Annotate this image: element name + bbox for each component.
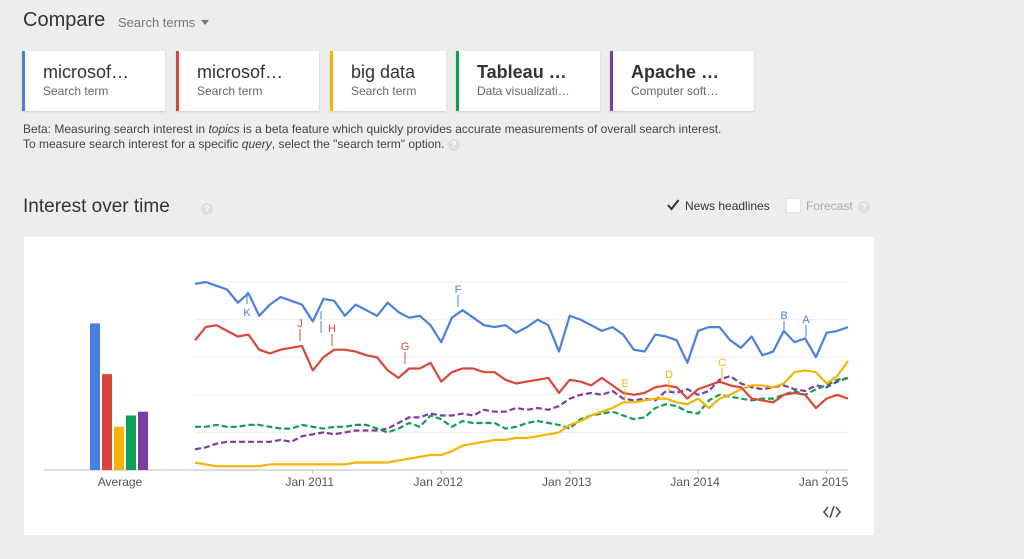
news-flag[interactable]: F bbox=[455, 284, 462, 296]
embed-icon[interactable] bbox=[822, 505, 842, 519]
series-line bbox=[194, 324, 849, 410]
option-label: News headlines bbox=[685, 199, 770, 213]
average-bar bbox=[102, 374, 112, 470]
series-line bbox=[194, 360, 849, 468]
search-terms-dropdown[interactable]: Search terms bbox=[118, 15, 209, 30]
news-flag[interactable]: C bbox=[718, 357, 726, 369]
term-title: Apache … bbox=[631, 62, 720, 82]
news-flag[interactable]: A bbox=[802, 314, 810, 326]
note-text: Beta: Measuring search interest in bbox=[23, 122, 209, 136]
chart-panel: Average Jan 2011 Jan 2012 Jan 2013 Jan 2014 J… bbox=[24, 237, 874, 535]
term-title: microsof… bbox=[43, 62, 130, 82]
term-card[interactable]: big data Search term bbox=[330, 51, 446, 111]
term-title: big data bbox=[351, 62, 416, 82]
section-title: Interest over time bbox=[23, 196, 170, 217]
series-line bbox=[194, 280, 849, 364]
x-tick-label: Jan 2012 bbox=[414, 475, 464, 489]
note-emph: topics bbox=[208, 122, 240, 136]
note-text: To measure search interest for a specifi… bbox=[23, 137, 242, 151]
term-card[interactable]: Apache … Computer soft… bbox=[610, 51, 754, 111]
average-bar bbox=[90, 323, 100, 470]
average-label: Average bbox=[98, 475, 143, 489]
compare-title: Compare bbox=[23, 9, 106, 31]
option: Forecast ? bbox=[786, 198, 871, 213]
term-subtitle: Search term bbox=[43, 84, 109, 98]
x-tick-label: Jan 2014 bbox=[670, 475, 720, 489]
note-text: , select the "search term" option. bbox=[271, 137, 445, 151]
note-text: is a beta feature which quickly provides… bbox=[239, 122, 722, 136]
term-card[interactable]: microsof… Search term bbox=[176, 51, 319, 111]
checkbox[interactable] bbox=[665, 198, 680, 213]
term-subtitle: Data visualizati… bbox=[477, 84, 570, 98]
help-icon[interactable]: ? bbox=[858, 200, 871, 213]
note-line: To measure search interest for a specifi… bbox=[23, 137, 721, 152]
term-card[interactable]: microsof… Search term bbox=[22, 51, 165, 111]
series-line bbox=[195, 376, 849, 434]
term-card[interactable]: Tableau … Data visualizati… bbox=[456, 51, 600, 111]
embed-glyph[interactable] bbox=[822, 505, 842, 519]
x-tick-label: Jan 2013 bbox=[542, 475, 592, 489]
term-subtitle: Computer soft… bbox=[631, 84, 719, 98]
average-bar bbox=[138, 411, 148, 470]
chart: Average Jan 2011 Jan 2012 Jan 2013 Jan 2014 J… bbox=[44, 280, 849, 519]
term-subtitle: Search term bbox=[351, 84, 417, 98]
average-bar bbox=[126, 415, 136, 470]
term-subtitle: Search term bbox=[197, 84, 263, 98]
check-glyph bbox=[667, 199, 680, 211]
term-title: Tableau … bbox=[477, 62, 567, 82]
option-label: Forecast bbox=[806, 199, 853, 213]
news-flag[interactable]: J bbox=[297, 318, 303, 330]
option: News headlines bbox=[665, 198, 770, 213]
x-tick-label: Jan 2011 bbox=[286, 475, 335, 489]
news-flag[interactable]: D bbox=[665, 369, 673, 381]
news-flag[interactable]: B bbox=[780, 310, 787, 322]
checkbox[interactable] bbox=[786, 198, 801, 213]
note-line: Beta: Measuring search interest in topic… bbox=[23, 122, 721, 137]
news-flag[interactable]: E bbox=[621, 378, 628, 390]
help-icon[interactable]: ? bbox=[447, 138, 460, 151]
beta-note: Beta: Measuring search interest in topic… bbox=[23, 122, 721, 152]
x-tick-label: Jan 2015 bbox=[799, 475, 849, 489]
average-bar bbox=[114, 426, 124, 470]
news-flag[interactable]: I bbox=[319, 310, 322, 322]
news-flag[interactable]: G bbox=[401, 341, 410, 353]
news-flag[interactable]: H bbox=[328, 323, 336, 335]
series-line bbox=[194, 374, 849, 451]
term-title: microsof… bbox=[197, 62, 284, 82]
help-icon[interactable]: ? bbox=[201, 203, 213, 215]
news-flag[interactable]: K bbox=[243, 307, 251, 319]
check-mark bbox=[667, 199, 680, 211]
note-emph: query bbox=[241, 137, 272, 151]
